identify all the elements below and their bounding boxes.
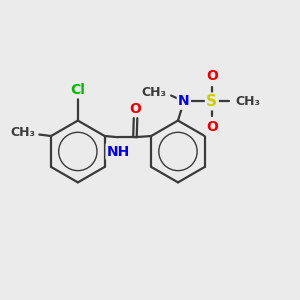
Text: Cl: Cl (70, 83, 85, 97)
Text: CH₃: CH₃ (10, 126, 35, 139)
Text: O: O (206, 69, 218, 82)
Text: CH₃: CH₃ (236, 95, 260, 108)
Text: NH: NH (107, 145, 130, 159)
Text: O: O (130, 102, 142, 116)
Text: S: S (206, 94, 217, 109)
Text: O: O (206, 120, 218, 134)
Text: N: N (178, 94, 190, 108)
Text: CH₃: CH₃ (141, 86, 166, 99)
